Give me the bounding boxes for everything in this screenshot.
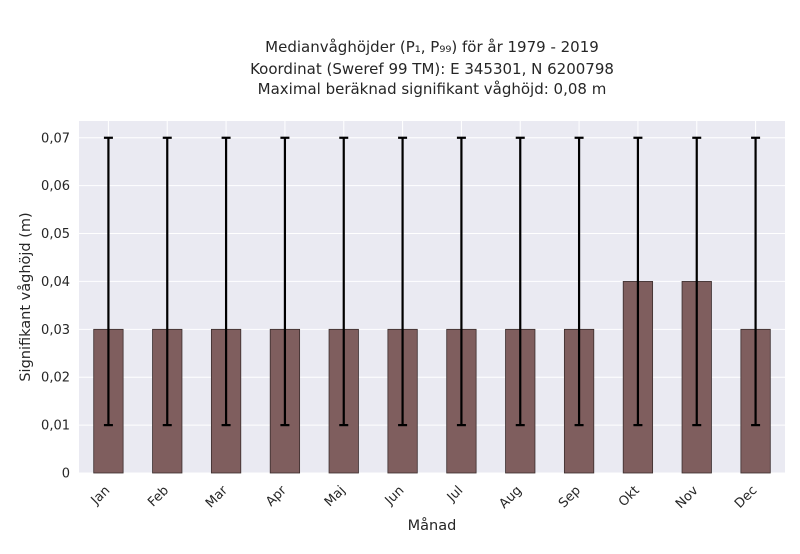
x-tick-label-jan: Jan — [88, 483, 113, 508]
x-tick-label-sep: Sep — [556, 483, 584, 511]
y-tick-label: 0,04 — [41, 275, 70, 290]
x-tick-label-maj: Maj — [322, 483, 349, 510]
title-line-1: Medianvåghöjder (P₁, P₉₉) för år 1979 - … — [265, 38, 599, 56]
title-line-3: Maximal beräknad signifikant våghöjd: 0,… — [258, 80, 607, 98]
x-tick-label-aug: Aug — [497, 483, 526, 512]
x-tick-label-jul: Jul — [444, 483, 466, 505]
x-tick-label-feb: Feb — [145, 483, 172, 510]
y-axis-ticks: 0 0,01 0,02 0,03 0,04 0,05 0,06 0,07 — [41, 131, 70, 481]
chart-title: Medianvåghöjder (P₁, P₉₉) för år 1979 - … — [250, 38, 614, 98]
y-tick-label: 0,05 — [41, 227, 70, 242]
x-tick-label-jun: Jun — [382, 483, 408, 509]
error-bars — [103, 136, 761, 427]
y-tick-label: 0,02 — [41, 371, 70, 386]
y-tick-label: 0,01 — [41, 419, 70, 434]
y-tick-label: 0,03 — [41, 323, 70, 338]
x-tick-label-dec: Dec — [732, 483, 760, 511]
x-tick-label-mar: Mar — [203, 483, 231, 511]
plot-area — [79, 121, 785, 473]
y-tick-label: 0,06 — [41, 179, 70, 194]
x-tick-label-apr: Apr — [263, 483, 290, 510]
x-axis-label: Månad — [408, 517, 457, 534]
x-tick-label-nov: Nov — [673, 483, 702, 512]
y-axis-label: Signifikant våghöjd (m) — [17, 212, 34, 381]
title-line-2: Koordinat (Sweref 99 TM): E 345301, N 62… — [250, 60, 614, 78]
x-tick-label-okt: Okt — [616, 483, 643, 510]
y-tick-label: 0,07 — [41, 131, 70, 146]
x-axis-ticks: Jan Feb Mar Apr Maj Jun Jul Aug Sep Okt Nov Dec — [88, 483, 761, 512]
y-tick-label: 0 — [62, 467, 70, 482]
